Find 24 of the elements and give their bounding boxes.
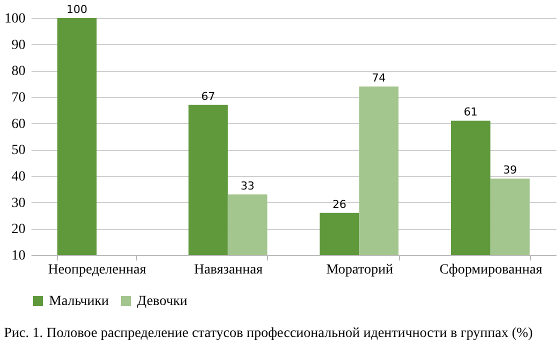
data-label: 39 bbox=[503, 164, 518, 177]
y-tick-label: 100 bbox=[4, 12, 26, 26]
x-tick-label: Неопределенная bbox=[48, 262, 147, 278]
y-tick-label: 80 bbox=[12, 64, 26, 80]
x-tick-label: Сформированная bbox=[439, 262, 543, 278]
y-tick-label: 60 bbox=[12, 116, 26, 132]
y-tick-label: 10 bbox=[12, 248, 26, 264]
y-tick-label: 20 bbox=[12, 222, 26, 238]
y-tick-label: 70 bbox=[12, 90, 26, 106]
x-tick-label: Мораторий bbox=[326, 262, 394, 278]
y-tick-label: 40 bbox=[12, 170, 26, 184]
data-label: 100 bbox=[66, 3, 88, 16]
data-label: 33 bbox=[240, 179, 255, 192]
y-tick-label: 90 bbox=[12, 38, 26, 53]
legend-label: Девочки bbox=[137, 294, 188, 309]
data-label: 61 bbox=[464, 106, 478, 119]
legend-label: Мальчики bbox=[49, 294, 110, 309]
data-label: 26 bbox=[332, 198, 346, 211]
y-tick-label: 50 bbox=[12, 143, 26, 158]
x-tick-label: Навязанная bbox=[194, 262, 264, 278]
data-label: 67 bbox=[201, 90, 216, 103]
data-label: 74 bbox=[372, 71, 386, 84]
y-tick-label: 30 bbox=[12, 196, 26, 211]
text: Рис. 1. Половое распределение статусов профессиональной идентичности в группах (%) bbox=[4, 326, 534, 341]
